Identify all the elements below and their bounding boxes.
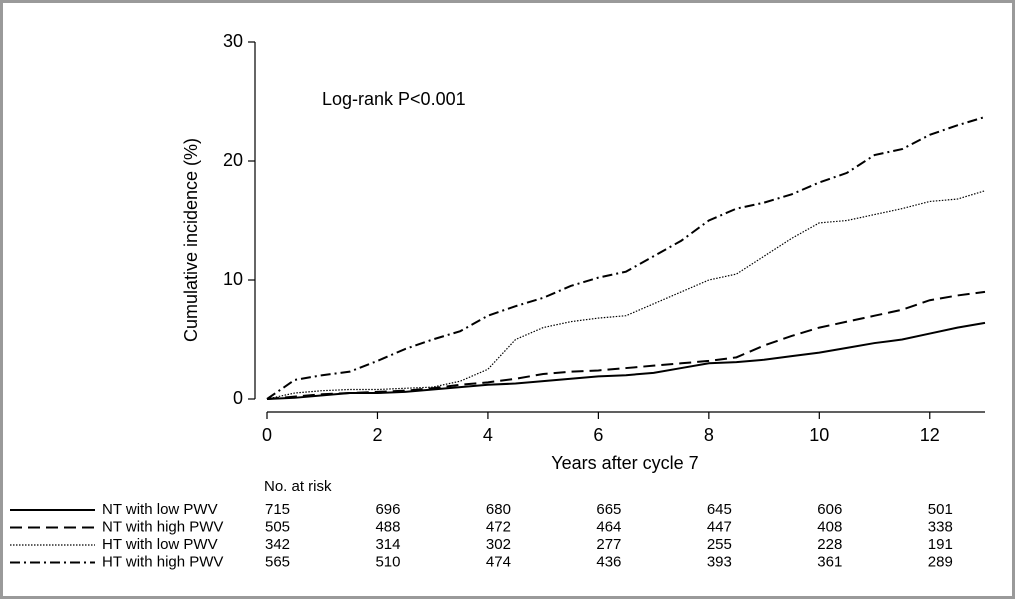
legend-label: NT with high PWV — [102, 518, 223, 535]
risk-count: 505 — [265, 518, 290, 535]
risk-count: 606 — [817, 501, 842, 518]
risk-count: 474 — [486, 553, 511, 570]
y-axis-title: Cumulative incidence (%) — [181, 138, 201, 342]
risk-count: 680 — [486, 501, 511, 518]
risk-count: 510 — [375, 553, 400, 570]
x-tick-label: 0 — [262, 425, 272, 445]
risk-count: 436 — [596, 553, 621, 570]
x-axis-title: Years after cycle 7 — [551, 453, 698, 473]
legend-label: HT with high PWV — [102, 553, 223, 570]
x-tick-label: 2 — [372, 425, 382, 445]
series-line — [266, 321, 986, 400]
risk-count: 472 — [486, 518, 511, 535]
risk-count: 289 — [928, 553, 953, 570]
risk-count: 393 — [707, 553, 732, 570]
risk-count: 361 — [817, 553, 842, 570]
y-tick-label: 20 — [223, 150, 243, 170]
y-tick-label: 30 — [223, 31, 243, 51]
risk-count: 696 — [375, 501, 400, 518]
risk-count: 255 — [707, 536, 732, 553]
risk-count: 665 — [596, 501, 621, 518]
x-tick-label: 4 — [483, 425, 493, 445]
risk-count: 302 — [486, 536, 511, 553]
legend-label: NT with low PWV — [102, 501, 218, 518]
risk-count: 408 — [817, 518, 842, 535]
risk-count: 277 — [596, 536, 621, 553]
risk-count: 191 — [928, 536, 953, 553]
annotation: Log-rank P<0.001 — [322, 89, 466, 109]
risk-count: 715 — [265, 501, 290, 518]
risk-count: 464 — [596, 518, 621, 535]
risk-table-title: No. at risk — [264, 478, 332, 495]
risk-count: 447 — [707, 518, 732, 535]
y-tick-label: 0 — [233, 388, 243, 408]
x-tick-label: 6 — [593, 425, 603, 445]
risk-count: 228 — [817, 536, 842, 553]
series-line — [266, 190, 986, 400]
x-tick-label: 10 — [809, 425, 829, 445]
risk-count: 645 — [707, 501, 732, 518]
legend-label: HT with low PWV — [102, 536, 218, 553]
risk-count: 565 — [265, 553, 290, 570]
y-tick-label: 10 — [223, 269, 243, 289]
risk-count: 488 — [375, 518, 400, 535]
x-tick-label: 8 — [704, 425, 714, 445]
series-line — [266, 290, 986, 400]
risk-count: 314 — [375, 536, 400, 553]
risk-count: 501 — [928, 501, 953, 518]
series-line — [266, 116, 986, 400]
x-tick-label: 12 — [920, 425, 940, 445]
risk-count: 338 — [928, 518, 953, 535]
risk-count: 342 — [265, 536, 290, 553]
